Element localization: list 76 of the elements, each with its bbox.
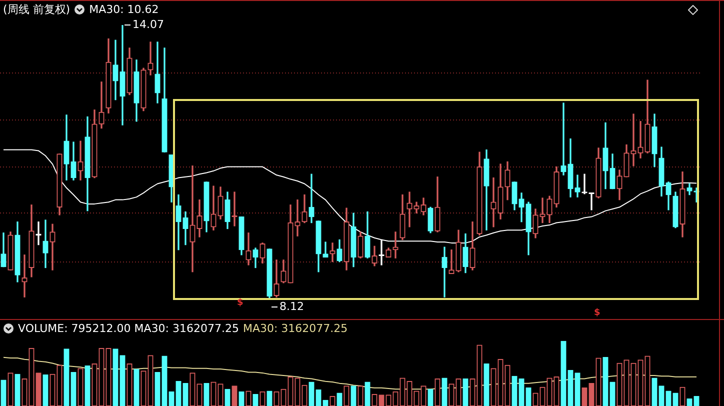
bar bbox=[168, 391, 174, 406]
annotation: 14.07 bbox=[132, 18, 164, 31]
candlestick bbox=[442, 246, 448, 298]
bar bbox=[64, 348, 70, 406]
bar bbox=[518, 378, 524, 406]
bar bbox=[658, 386, 664, 406]
candlestick bbox=[638, 121, 644, 158]
bar bbox=[560, 340, 566, 406]
candlestick bbox=[190, 166, 196, 272]
bar bbox=[526, 388, 532, 406]
chart-title: (周线 前复权) bbox=[3, 2, 70, 17]
chart-title: VOLUME: 795212.00 MA30: 3162077.25 bbox=[18, 322, 239, 335]
bar bbox=[336, 392, 342, 406]
bar bbox=[14, 374, 20, 406]
candlestick bbox=[574, 174, 580, 198]
bar bbox=[36, 372, 42, 406]
bar bbox=[672, 392, 678, 406]
bar bbox=[120, 355, 126, 406]
candlestick bbox=[22, 254, 28, 298]
bar bbox=[84, 365, 90, 406]
bar bbox=[442, 378, 448, 406]
candlestick bbox=[50, 224, 56, 270]
bar bbox=[316, 389, 322, 406]
candlestick bbox=[560, 102, 566, 176]
bar bbox=[582, 388, 588, 406]
bar bbox=[176, 381, 182, 406]
bar bbox=[574, 372, 580, 406]
bar bbox=[666, 390, 672, 406]
bar bbox=[568, 370, 574, 406]
bar bbox=[652, 378, 658, 406]
candlestick bbox=[490, 177, 496, 228]
bar bbox=[224, 388, 230, 406]
bar bbox=[154, 372, 160, 406]
chart-subtitle: MA30: 10.62 bbox=[89, 3, 159, 16]
candlestick bbox=[148, 42, 154, 76]
annotation: $ bbox=[237, 298, 244, 308]
text: $ bbox=[594, 308, 600, 318]
candlestick bbox=[78, 140, 84, 180]
bar bbox=[266, 390, 272, 406]
candlestick bbox=[120, 25, 126, 126]
bar bbox=[252, 394, 258, 406]
bar bbox=[378, 394, 384, 406]
bar bbox=[588, 382, 594, 406]
bar bbox=[70, 372, 76, 406]
bar bbox=[232, 386, 238, 406]
candlestick bbox=[42, 220, 48, 268]
bar bbox=[308, 382, 314, 406]
bar bbox=[610, 382, 616, 406]
candlestick bbox=[308, 174, 314, 224]
bar bbox=[602, 357, 608, 406]
bar bbox=[512, 376, 518, 406]
bar bbox=[484, 364, 490, 406]
bar bbox=[162, 356, 168, 406]
bar bbox=[238, 391, 244, 406]
bar bbox=[204, 382, 210, 406]
bar bbox=[364, 382, 370, 406]
bar bbox=[428, 388, 434, 406]
text: 8.12 bbox=[280, 300, 304, 313]
chart-subtitle: MA30: 3162077.25 bbox=[242, 322, 348, 335]
candlestick bbox=[448, 249, 454, 274]
bar bbox=[42, 374, 48, 406]
bar bbox=[0, 380, 6, 406]
candlestick bbox=[582, 174, 588, 194]
bar bbox=[112, 348, 118, 406]
candlestick bbox=[406, 192, 412, 228]
candlestick bbox=[540, 198, 546, 224]
candlestick bbox=[392, 232, 398, 258]
bar bbox=[462, 378, 468, 406]
candlestick bbox=[630, 114, 636, 166]
bar bbox=[694, 396, 700, 406]
bar bbox=[134, 368, 140, 406]
candlestick bbox=[330, 242, 336, 262]
bar bbox=[182, 382, 188, 406]
candlestick bbox=[322, 242, 328, 258]
bar bbox=[350, 386, 356, 406]
candlestick bbox=[294, 199, 300, 236]
